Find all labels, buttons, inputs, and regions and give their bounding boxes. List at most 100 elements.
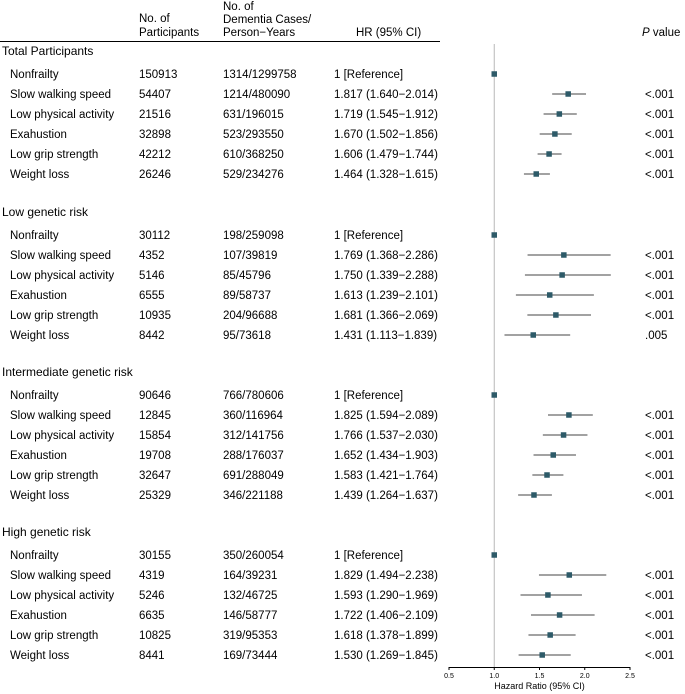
row-p-value: <.001 bbox=[645, 250, 674, 262]
row-label: Low grip strength bbox=[10, 310, 98, 322]
table-row: Low grip strength 10825 319/95353 1.618 (1.… bbox=[10, 630, 674, 642]
row-p-value: <.001 bbox=[645, 169, 674, 181]
hr-point bbox=[530, 332, 537, 338]
row-cases: 288/176037 bbox=[223, 450, 284, 462]
row-participants: 25329 bbox=[139, 490, 171, 502]
table-row: Slow walking speed 54407 1214/480090 1.817 … bbox=[10, 89, 674, 101]
row-label: Nonfrailty bbox=[10, 550, 59, 562]
row-participants: 6635 bbox=[139, 610, 165, 622]
table-row: Low grip strength 32647 691/288049 1.583 (1… bbox=[10, 470, 674, 482]
group-title: High genetic risk bbox=[2, 525, 92, 539]
row-participants: 54407 bbox=[139, 89, 171, 101]
hr-point bbox=[539, 652, 545, 658]
hr-point bbox=[559, 272, 565, 278]
table-row: Exahustion 32898 523/293550 1.670 (1.502−1.… bbox=[10, 129, 674, 141]
hr-point bbox=[491, 232, 497, 238]
hr-point bbox=[491, 392, 497, 398]
hr-point bbox=[561, 252, 567, 258]
row-participants: 90646 bbox=[139, 390, 171, 402]
row-cases: 610/368250 bbox=[223, 149, 284, 161]
row-cases: 350/260054 bbox=[223, 550, 284, 562]
row-p-value: <.001 bbox=[645, 570, 674, 582]
x-tick-label: 1.0 bbox=[489, 673, 499, 680]
row-cases: 360/116964 bbox=[223, 410, 284, 422]
plot-marks bbox=[491, 44, 611, 667]
row-hr-text: 1.652 (1.434−1.903) bbox=[334, 450, 438, 462]
row-p-value: <.001 bbox=[645, 650, 674, 662]
header-participants-line1: No. of bbox=[139, 13, 170, 25]
header-participants-line2: Participants bbox=[139, 27, 199, 39]
row-label: Weight loss bbox=[10, 490, 69, 502]
row-label: Low grip strength bbox=[10, 630, 98, 642]
row-cases: 132/46725 bbox=[223, 590, 277, 602]
row-hr-text: 1.464 (1.328−1.615) bbox=[334, 169, 438, 181]
header-p-value: P value bbox=[642, 27, 680, 39]
row-cases: 89/58737 bbox=[223, 290, 271, 302]
group-1: Low genetic risk Nonfrailty 30112 198/25909… bbox=[2, 205, 674, 342]
row-cases: 523/293550 bbox=[223, 129, 284, 141]
row-hr-text: 1.722 (1.406−2.109) bbox=[334, 610, 438, 622]
hr-point bbox=[552, 131, 558, 137]
row-p-value: <.001 bbox=[645, 410, 674, 422]
table-row: Nonfrailty 30112 198/259098 1 [Reference] bbox=[10, 230, 403, 242]
hr-point bbox=[491, 71, 497, 77]
row-hr-text: 1 [Reference] bbox=[334, 69, 403, 81]
row-cases: 164/39231 bbox=[223, 570, 277, 582]
hr-point bbox=[553, 312, 559, 318]
row-label: Exahustion bbox=[10, 290, 67, 302]
table-row: Exahustion 19708 288/176037 1.652 (1.434−1.… bbox=[10, 450, 674, 462]
hr-point bbox=[545, 592, 551, 598]
row-p-value: .005 bbox=[645, 330, 667, 342]
row-p-value: <.001 bbox=[645, 490, 674, 502]
row-hr-text: 1 [Reference] bbox=[334, 550, 403, 562]
row-cases: 198/259098 bbox=[223, 230, 284, 242]
row-label: Exahustion bbox=[10, 129, 67, 141]
hr-point bbox=[550, 452, 557, 458]
row-participants: 4319 bbox=[139, 570, 165, 582]
x-axis-label: Hazard Ratio (95% CI) bbox=[494, 681, 585, 691]
table-row: Slow walking speed 4352 107/39819 1.769 (1.… bbox=[10, 250, 674, 262]
row-cases: 529/234276 bbox=[223, 169, 284, 181]
table-row: Slow walking speed 12845 360/116964 1.825 (… bbox=[10, 410, 674, 422]
row-cases: 146/58777 bbox=[223, 610, 277, 622]
row-participants: 8442 bbox=[139, 330, 165, 342]
table-row: Exahustion 6555 89/58737 1.613 (1.239−2.101… bbox=[10, 290, 674, 302]
row-p-value: <.001 bbox=[645, 129, 674, 141]
row-p-value: <.001 bbox=[645, 290, 674, 302]
row-hr-text: 1.769 (1.368−2.286) bbox=[334, 250, 438, 262]
row-p-value: <.001 bbox=[645, 610, 674, 622]
hr-point bbox=[565, 91, 571, 97]
x-tick-label: 2.0 bbox=[580, 673, 590, 680]
group-0: Total Participants Nonfrailty 150913 1314/1… bbox=[2, 44, 674, 181]
row-p-value: <.001 bbox=[645, 89, 674, 101]
group-3: High genetic risk Nonfrailty 30155 350/2600… bbox=[2, 525, 674, 662]
row-p-value: <.001 bbox=[645, 109, 674, 121]
row-p-value: <.001 bbox=[645, 270, 674, 282]
row-cases: 169/73444 bbox=[223, 650, 278, 662]
hr-point bbox=[531, 492, 537, 498]
group-2: Intermediate genetic risk Nonfrailty 90646… bbox=[2, 365, 674, 502]
hr-point bbox=[533, 171, 539, 177]
x-tick-label: 1.5 bbox=[535, 673, 545, 680]
row-hr-text: 1.618 (1.378−1.899) bbox=[334, 630, 438, 642]
hr-point bbox=[547, 632, 553, 638]
row-cases: 346/221188 bbox=[223, 490, 283, 502]
row-label: Low grip strength bbox=[10, 470, 98, 482]
row-cases: 1214/480090 bbox=[223, 89, 290, 101]
table-row: Nonfrailty 150913 1314/1299758 1 [Reference… bbox=[10, 69, 403, 81]
row-hr-text: 1.593 (1.290−1.969) bbox=[334, 590, 438, 602]
hr-point bbox=[544, 472, 550, 478]
row-label: Nonfrailty bbox=[10, 69, 59, 81]
row-hr-text: 1.439 (1.264−1.637) bbox=[334, 490, 438, 502]
row-cases: 85/45796 bbox=[223, 270, 271, 282]
x-tick-label: 0.5 bbox=[444, 673, 454, 680]
row-label: Exahustion bbox=[10, 450, 67, 462]
row-participants: 32898 bbox=[139, 129, 171, 141]
row-p-value: <.001 bbox=[645, 590, 674, 602]
row-hr-text: 1.766 (1.537−2.030) bbox=[334, 430, 438, 442]
row-hr-text: 1.606 (1.479−1.744) bbox=[334, 149, 438, 161]
group-title: Total Participants bbox=[2, 44, 93, 58]
row-label: Slow walking speed bbox=[10, 89, 111, 101]
row-hr-text: 1.825 (1.594−2.089) bbox=[334, 410, 438, 422]
row-participants: 10935 bbox=[139, 310, 171, 322]
